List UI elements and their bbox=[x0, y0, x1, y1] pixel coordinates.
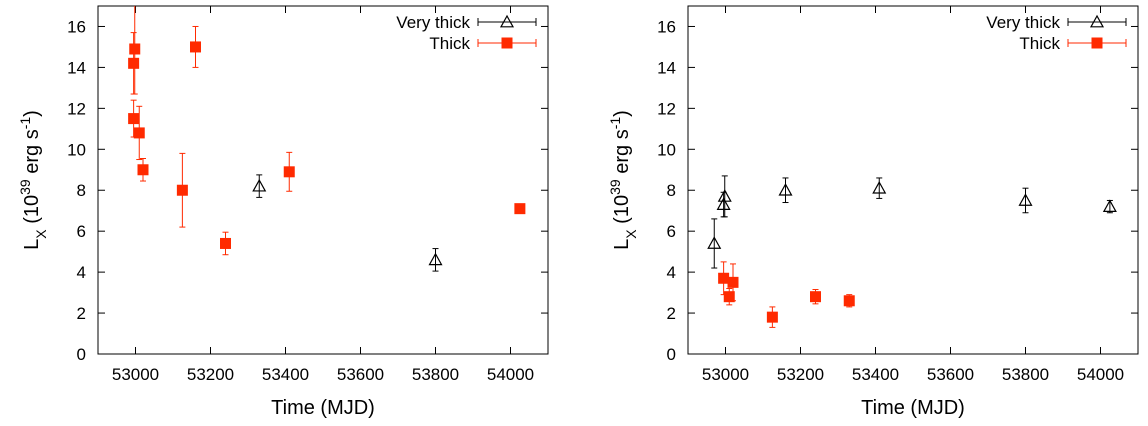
x-tick-label: 53200 bbox=[777, 365, 824, 384]
data-point bbox=[177, 185, 188, 196]
legend-marker bbox=[502, 38, 513, 49]
y-tick-label: 6 bbox=[77, 222, 86, 241]
x-axis-label: Time (MJD) bbox=[861, 397, 965, 419]
data-point bbox=[767, 312, 778, 323]
x-tick-label: 53800 bbox=[1002, 365, 1049, 384]
y-tick-label: 8 bbox=[667, 181, 676, 200]
y-tick-label: 4 bbox=[77, 263, 86, 282]
y-label-prefix: (10 bbox=[21, 195, 43, 229]
y-label-unit-exponent: -1 bbox=[607, 117, 623, 130]
y-label-unit-exponent: -1 bbox=[17, 117, 33, 130]
y-label-suffix: ) bbox=[611, 110, 633, 117]
data-point bbox=[844, 295, 855, 306]
y-label-exponent: 39 bbox=[607, 179, 623, 195]
x-tick-label: 53800 bbox=[412, 365, 459, 384]
y-tick-label: 10 bbox=[657, 140, 676, 159]
x-tick-label: 54000 bbox=[1077, 365, 1124, 384]
data-layer bbox=[708, 176, 1116, 327]
plot-frame bbox=[688, 6, 1138, 354]
data-point bbox=[284, 166, 295, 177]
data-point bbox=[220, 238, 231, 249]
y-tick-label: 4 bbox=[667, 263, 676, 282]
y-tick-label: 10 bbox=[67, 140, 86, 159]
x-tick-label: 54000 bbox=[487, 365, 534, 384]
plot-frame bbox=[98, 6, 548, 354]
y-tick-label: 14 bbox=[67, 58, 86, 77]
left-chart-panel: 0 2 4 6 8 10 12 14 16 53000 53200 53400 53600 53800 54… bbox=[17, 4, 548, 419]
y-tick-label: 16 bbox=[657, 17, 676, 36]
y-label-base: L bbox=[611, 239, 633, 250]
data-point bbox=[718, 273, 729, 284]
legend-marker bbox=[501, 16, 513, 27]
data-point bbox=[514, 203, 525, 214]
y-tick-label: 8 bbox=[77, 181, 86, 200]
y-tick-label: 14 bbox=[657, 58, 676, 77]
x-tick-label: 53000 bbox=[702, 365, 749, 384]
data-point bbox=[810, 291, 821, 302]
legend-marker bbox=[1091, 16, 1103, 27]
series-very-thick bbox=[253, 175, 441, 271]
data-point bbox=[128, 58, 139, 69]
y-tick-label: 16 bbox=[67, 17, 86, 36]
y-label-base: L bbox=[21, 239, 43, 250]
y-label-suffix: ) bbox=[21, 110, 43, 117]
data-point bbox=[134, 127, 145, 138]
x-tick-label: 53000 bbox=[112, 365, 159, 384]
y-tick-label: 0 bbox=[667, 345, 676, 364]
y-label-exponent: 39 bbox=[17, 179, 33, 195]
series-thick bbox=[718, 262, 855, 328]
y-axis-label: LX (1039 erg s-1) bbox=[17, 110, 49, 250]
legend-marker bbox=[1092, 38, 1103, 49]
y-label-unit: erg s bbox=[611, 129, 633, 179]
data-point bbox=[728, 277, 739, 288]
x-tick-label: 53200 bbox=[187, 365, 234, 384]
legend-label: Thick bbox=[1019, 34, 1060, 53]
y-label-prefix: (10 bbox=[611, 195, 633, 229]
data-point bbox=[138, 164, 149, 175]
y-label-unit: erg s bbox=[21, 129, 43, 179]
y-tick-label: 2 bbox=[667, 304, 676, 323]
x-tick-label: 53400 bbox=[262, 365, 309, 384]
y-tick-label: 2 bbox=[77, 304, 86, 323]
legend-label: Thick bbox=[429, 34, 470, 53]
legend-label: Very thick bbox=[396, 13, 470, 32]
y-tick-label: 12 bbox=[67, 99, 86, 118]
series-very-thick bbox=[708, 176, 1116, 268]
data-point bbox=[129, 43, 140, 54]
x-tick-label: 53400 bbox=[852, 365, 899, 384]
legend-label: Very thick bbox=[986, 13, 1060, 32]
y-tick-label: 6 bbox=[667, 222, 676, 241]
x-axis-label: Time (MJD) bbox=[271, 397, 375, 419]
y-tick-label: 0 bbox=[77, 345, 86, 364]
y-axis-label: LX (1039 erg s-1) bbox=[607, 110, 639, 250]
x-tick-label: 53600 bbox=[927, 365, 974, 384]
data-point bbox=[128, 113, 139, 124]
y-tick-label: 12 bbox=[657, 99, 676, 118]
right-chart-panel: 0 2 4 6 8 10 12 14 16 53000 53200 53400 53600 53800 54… bbox=[607, 6, 1138, 419]
x-tick-label: 53600 bbox=[337, 365, 384, 384]
data-point bbox=[190, 41, 201, 52]
